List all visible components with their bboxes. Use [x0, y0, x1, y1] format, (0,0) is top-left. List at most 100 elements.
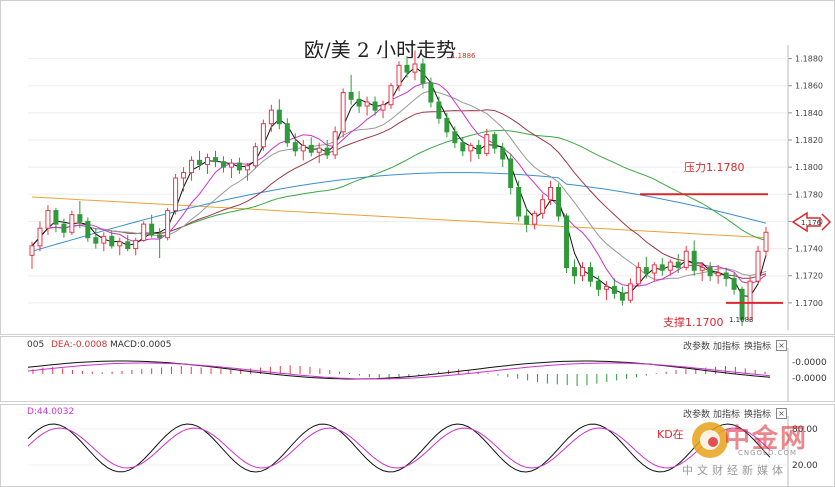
- cngold-watermark: 中金网 CNGOLD.COM 中文财经新媒体: [680, 418, 830, 480]
- candle-body: [564, 215, 570, 269]
- kdj-close-button[interactable]: ×: [776, 408, 787, 419]
- candle-body: [61, 223, 67, 233]
- candle-body: [532, 212, 538, 225]
- candle-body: [404, 64, 410, 73]
- candle-body: [508, 158, 514, 188]
- kdj-tick-20: 20.00: [792, 461, 818, 471]
- candle-body: [643, 267, 649, 274]
- candle-body: [436, 101, 442, 119]
- candle-body: [125, 241, 131, 250]
- candle-body: [572, 267, 578, 277]
- candle-body: [388, 85, 394, 106]
- candle-body: [548, 187, 554, 201]
- candle-body: [651, 264, 657, 274]
- price-tick-label: 1.1700: [795, 299, 823, 308]
- macd-params-button[interactable]: 改参数: [683, 342, 711, 352]
- candle-body: [611, 286, 617, 294]
- candle-body: [109, 235, 115, 247]
- price-chart-panel: 欧/美 2 小时走势 1.1880 1.1860 1.1840 1.1820 1.180…: [0, 0, 835, 335]
- candle-body: [252, 146, 258, 167]
- candle-body: [29, 245, 35, 256]
- candle-body: [468, 144, 474, 152]
- kdj-add-indicator-button[interactable]: 加指标: [713, 410, 741, 420]
- candle-body: [675, 261, 681, 269]
- candle-body: [747, 280, 753, 320]
- candle-body: [157, 234, 163, 239]
- candle-body: [372, 101, 378, 111]
- watermark-brand: 中金网: [724, 424, 809, 454]
- ma-black-line: [31, 66, 767, 298]
- candle-body: [595, 280, 601, 290]
- watermark-site: CNGOLD.COM: [738, 449, 798, 457]
- candle-body: [220, 161, 226, 168]
- candle-body: [236, 162, 242, 171]
- macd-swap-indicator-button[interactable]: 换指标: [744, 342, 772, 352]
- candle-body: [292, 142, 298, 152]
- candle-body: [635, 267, 641, 285]
- kdj-k-line: [27, 423, 771, 473]
- candle-body: [396, 64, 402, 87]
- candle-body: [683, 250, 689, 269]
- price-tick-label: 1.1720: [795, 272, 823, 281]
- kdj-params-button[interactable]: 改参数: [683, 410, 711, 420]
- price-tick-label: 1.1860: [795, 82, 823, 91]
- candle-body: [212, 157, 218, 163]
- candle-body: [492, 134, 498, 149]
- candle-body: [308, 144, 314, 153]
- chart-title: 欧/美 2 小时走势: [303, 38, 457, 62]
- price-tick-label: 1.1780: [795, 190, 823, 199]
- cngold-logo-icon: [692, 422, 728, 458]
- candle-body: [603, 286, 609, 290]
- candle-body: [276, 109, 282, 125]
- macd-add-indicator-button[interactable]: 加指标: [713, 342, 741, 352]
- candle-body: [316, 147, 322, 153]
- candle-body: [659, 264, 665, 271]
- ma-gray-line: [31, 90, 767, 280]
- price-tick-label: 1.1820: [795, 136, 823, 145]
- candle-body: [165, 210, 171, 239]
- candle-body: [699, 267, 705, 271]
- price-chart-svg: 1.1880 1.1860 1.1840 1.1820 1.1800 1.1780 1.17…: [0, 0, 835, 335]
- watermark-tagline: 中文财经新媒体: [682, 464, 787, 477]
- candle-body: [380, 104, 386, 111]
- kdj-legend-d: D:44.0032: [27, 407, 75, 417]
- candle-body: [580, 267, 586, 277]
- candle-body: [691, 250, 697, 271]
- price-tick-label: 1.1880: [795, 55, 823, 64]
- candle-body: [37, 227, 43, 247]
- candle-body: [53, 210, 59, 225]
- candle-body: [723, 272, 729, 279]
- high-price-label: 1.1886: [451, 52, 476, 60]
- candle-body: [444, 117, 450, 133]
- candle-body: [763, 231, 769, 252]
- low-price-label: 1.1683: [729, 316, 754, 324]
- kdj-swap-indicator-button[interactable]: 换指标: [744, 410, 772, 420]
- candle-body: [587, 267, 593, 282]
- candle-body: [340, 92, 346, 133]
- candle-body: [141, 223, 147, 241]
- candle-body: [715, 272, 721, 277]
- candle-body: [181, 172, 187, 179]
- candle-body: [197, 159, 203, 165]
- candle-body: [500, 147, 506, 160]
- macd-legend-dea: DEA:-0.0008: [51, 340, 108, 350]
- candle-body: [260, 123, 266, 148]
- candle-body: [755, 250, 761, 282]
- candle-body: [420, 63, 426, 84]
- price-tick-label: 1.1840: [795, 109, 823, 118]
- candle-body: [85, 220, 91, 239]
- candle-body: [93, 237, 99, 244]
- candle-body: [707, 267, 713, 277]
- candle-body: [428, 82, 434, 103]
- candle-body: [619, 292, 625, 301]
- macd-close-button[interactable]: ×: [776, 340, 787, 351]
- candle-body: [460, 142, 466, 152]
- candle-body: [731, 277, 737, 290]
- price-tick-label: 1.1740: [795, 245, 823, 254]
- candle-body: [173, 177, 179, 212]
- price-tick-label: 1.1800: [795, 163, 823, 172]
- kd-annotation: KD在: [657, 428, 684, 441]
- candle-body: [452, 131, 458, 144]
- candle-body: [364, 101, 370, 107]
- candle-body: [149, 223, 155, 236]
